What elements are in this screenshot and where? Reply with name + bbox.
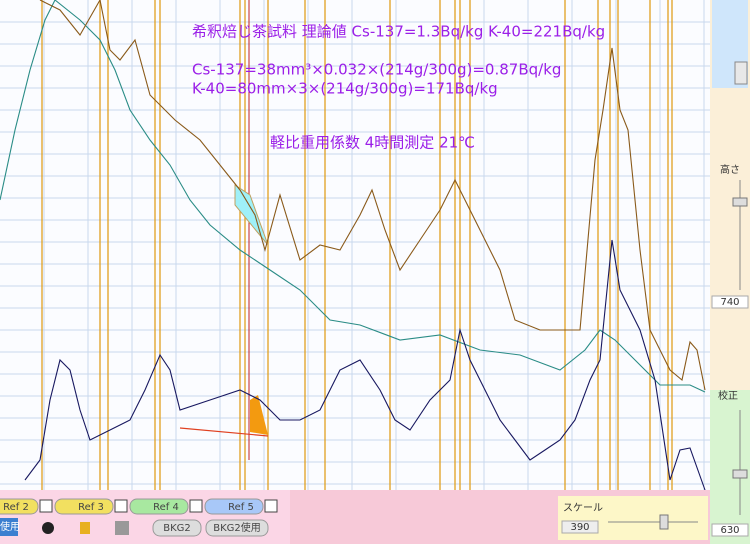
scale-value: 390 bbox=[570, 522, 589, 533]
calib-label: 校正 bbox=[718, 389, 738, 402]
slider-thumb[interactable] bbox=[732, 197, 748, 207]
grid bbox=[0, 0, 710, 490]
value-box bbox=[711, 523, 749, 537]
ref-label: Ref 5 bbox=[228, 502, 254, 513]
height-value: 740 bbox=[720, 297, 739, 308]
overlay-line: K-40=80mm×3×(214g/300g)=171Bq/kg bbox=[192, 80, 498, 98]
plot-area bbox=[0, 0, 710, 490]
scale-label: スケール bbox=[563, 502, 603, 514]
value-box bbox=[561, 520, 599, 534]
bkg2-use-label: BKG2使用 bbox=[213, 521, 261, 534]
ref-button[interactable] bbox=[0, 498, 39, 515]
list-icon[interactable] bbox=[115, 521, 129, 535]
peak-markers bbox=[41, 0, 673, 490]
bkg2-label: BKG2 bbox=[163, 523, 191, 534]
ref-checkbox[interactable] bbox=[114, 499, 128, 513]
baseline bbox=[179, 427, 269, 437]
ref-checkbox[interactable] bbox=[189, 499, 203, 513]
value-box bbox=[711, 295, 749, 309]
k-peak-area bbox=[250, 395, 268, 435]
slider-thumb[interactable] bbox=[659, 514, 669, 530]
calib-panel bbox=[710, 390, 750, 544]
ref-label: Ref 4 bbox=[153, 502, 179, 513]
height-label: 高さ bbox=[720, 163, 740, 176]
spectrum-net bbox=[24, 239, 706, 491]
ref-button[interactable] bbox=[204, 498, 264, 515]
slider-thumb[interactable] bbox=[732, 469, 748, 479]
bkg2-button[interactable] bbox=[152, 519, 202, 537]
scroll-button[interactable] bbox=[734, 61, 748, 85]
overlay-text: 希釈焙じ茶試料 理論値 Cs-137=1.3Bq/kg K-40=221Bq/k… bbox=[192, 23, 605, 152]
ref-checkbox[interactable] bbox=[39, 499, 53, 513]
overlay-line: 希釈焙じ茶試料 理論値 Cs-137=1.3Bq/kg K-40=221Bq/k… bbox=[192, 23, 605, 41]
paw-icon[interactable] bbox=[42, 522, 54, 534]
bkg2-use-button[interactable] bbox=[205, 519, 269, 537]
ref-button[interactable] bbox=[54, 498, 114, 515]
ref-button[interactable] bbox=[129, 498, 189, 515]
use-label: 使用 bbox=[0, 520, 20, 533]
lock-icon[interactable] bbox=[80, 522, 90, 534]
calib-value: 630 bbox=[720, 525, 739, 536]
ref-label: Ref 3 bbox=[78, 502, 104, 513]
overlay-line: 軽比重用係数 4時間測定 21℃ bbox=[270, 134, 475, 152]
ref-checkbox[interactable] bbox=[264, 499, 278, 513]
overlay-line: Cs-137=38mm³×0.032×(214g/300g)=0.87Bq/kg bbox=[192, 61, 561, 79]
spectrum-sample bbox=[39, 0, 706, 391]
use-button[interactable] bbox=[0, 518, 18, 536]
ref-label: Ref 2 bbox=[3, 502, 29, 513]
